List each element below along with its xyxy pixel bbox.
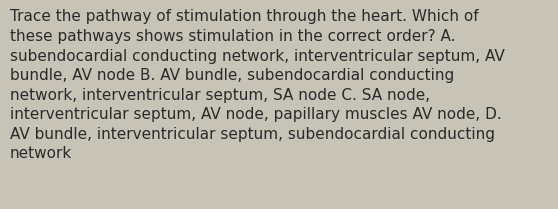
Text: Trace the pathway of stimulation through the heart. Which of
these pathways show: Trace the pathway of stimulation through… bbox=[10, 9, 505, 161]
